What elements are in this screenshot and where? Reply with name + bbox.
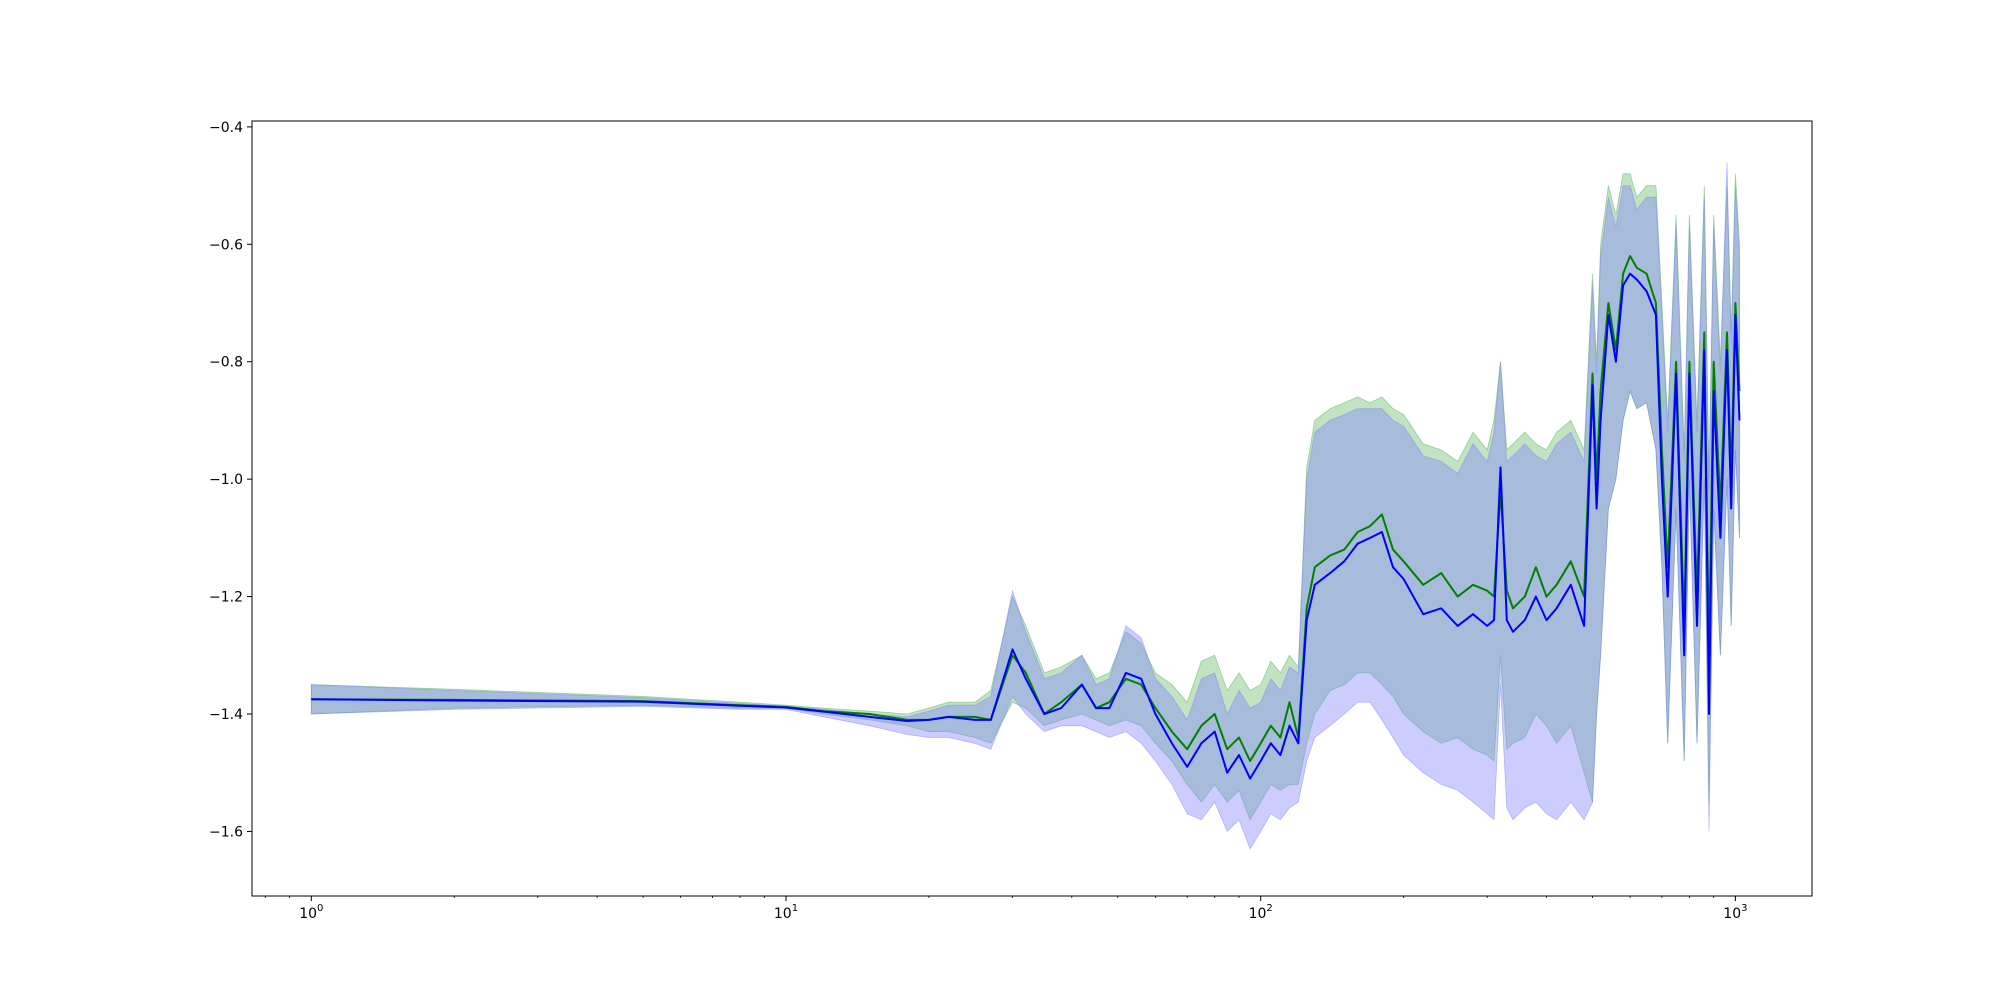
y-tick-label: −1.6 [209, 824, 243, 840]
y-tick-label: −1.2 [209, 590, 243, 606]
x-tick-label: 103 [1723, 903, 1747, 922]
y-tick-label: −0.8 [209, 355, 243, 371]
series-2-line [311, 272, 1741, 780]
x-tick-label: 101 [774, 903, 798, 922]
x-tick-label: 102 [1249, 903, 1273, 922]
y-tick-label: −1.0 [209, 472, 243, 488]
x-axis: 100 101 102 103 [264, 896, 1748, 922]
series-2-band [310, 162, 1740, 850]
y-axis: −0.4 −0.6 −0.8 −1.0 −1.2 −1.4 −1.6 [209, 120, 252, 840]
y-tick-label: −1.4 [209, 707, 243, 723]
y-tick-label: −0.4 [209, 120, 243, 136]
confidence-bands [310, 162, 1740, 850]
axes-frame [251, 120, 1813, 897]
series-lines [311, 255, 1741, 780]
x-tick-label: 100 [299, 903, 323, 922]
y-tick-label: −0.6 [209, 237, 243, 253]
